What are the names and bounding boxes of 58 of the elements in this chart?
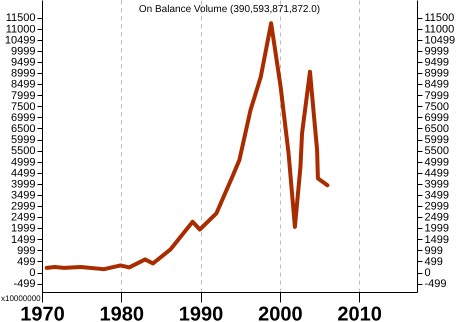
y-tick-label: 11500 <box>6 12 36 24</box>
y2-tick-label: 9499 <box>424 56 449 69</box>
y2-tick-label: 3999 <box>424 178 449 190</box>
y-tick-label: 4999 <box>11 156 36 168</box>
y-tick-label: 1499 <box>11 234 36 246</box>
y-tick-label: 499 <box>17 256 36 268</box>
y-tick-label: 7999 <box>11 90 36 102</box>
y-tick-label: 4499 <box>11 167 36 180</box>
y2-tick-label: 11500 <box>424 12 454 24</box>
x-tick-label: 2010 <box>337 304 382 322</box>
y-tick-label: 7500 <box>11 100 36 113</box>
y-tick-label: 2499 <box>11 212 36 224</box>
y-tick-label: 8499 <box>11 78 36 91</box>
y2-tick-label: 0 <box>424 267 431 280</box>
y2-tick-label: 2999 <box>424 200 449 213</box>
y2-tick-label: 999 <box>424 244 443 257</box>
y-tick-label: 8999 <box>11 68 36 80</box>
y-tick-label: 0 <box>29 267 36 280</box>
y2-tick-label: 2499 <box>424 212 449 224</box>
y2-tick-label: 8499 <box>424 78 449 91</box>
y2-tick-label: 1999 <box>424 222 449 235</box>
y-tick-label: 999 <box>17 244 36 257</box>
y-tick-label: 10499 <box>4 34 36 46</box>
y-tick-label: 9999 <box>11 45 36 58</box>
y2-tick-label: 499 <box>424 256 443 268</box>
y-tick-label: 3999 <box>11 178 36 190</box>
y-tick-label: -499 <box>13 278 36 290</box>
y2-tick-label: 1499 <box>424 234 449 246</box>
y2-tick-label: 11000 <box>424 23 454 36</box>
y-tick-label: 6999 <box>11 112 36 124</box>
y2-tick-label: 5999 <box>424 134 449 146</box>
y2-tick-label: 10499 <box>424 34 456 46</box>
y-tick-label: 11000 <box>6 23 36 36</box>
y2-tick-label: 8999 <box>424 68 449 80</box>
y2-tick-label: 6500 <box>424 123 449 135</box>
y-tick-label: 2999 <box>11 200 36 213</box>
x-tick-label: 1990 <box>178 304 224 322</box>
line-series <box>44 21 330 272</box>
y-tick-label: 5999 <box>11 134 36 146</box>
text: x10000000 <box>1 294 42 303</box>
y-tick-label: 1999 <box>11 222 36 235</box>
y2-tick-label: 6999 <box>424 112 449 124</box>
x-tick-label: 1970 <box>20 304 65 322</box>
y2-tick-label: -499 <box>424 278 447 290</box>
y-tick-label: 6500 <box>11 123 36 135</box>
y2-tick-label: 5500 <box>424 145 449 158</box>
y2-tick-label: 7500 <box>424 100 449 113</box>
y-tick-label: 9499 <box>11 56 36 69</box>
y2-tick-label: 9999 <box>424 45 449 58</box>
y2-tick-label: 7999 <box>424 90 449 102</box>
y2-tick-label: 4499 <box>424 167 449 180</box>
y-tick-label: 3499 <box>11 189 36 202</box>
chart-title: On Balance Volume (390,593,871,872.0) <box>138 4 320 15</box>
x-tick-label: 2000 <box>258 304 303 322</box>
y2-tick-label: 4999 <box>424 156 449 168</box>
y2-tick-label: 3499 <box>424 189 449 202</box>
x-tick-label: 1980 <box>100 304 144 322</box>
y-tick-label: 5500 <box>11 145 36 158</box>
